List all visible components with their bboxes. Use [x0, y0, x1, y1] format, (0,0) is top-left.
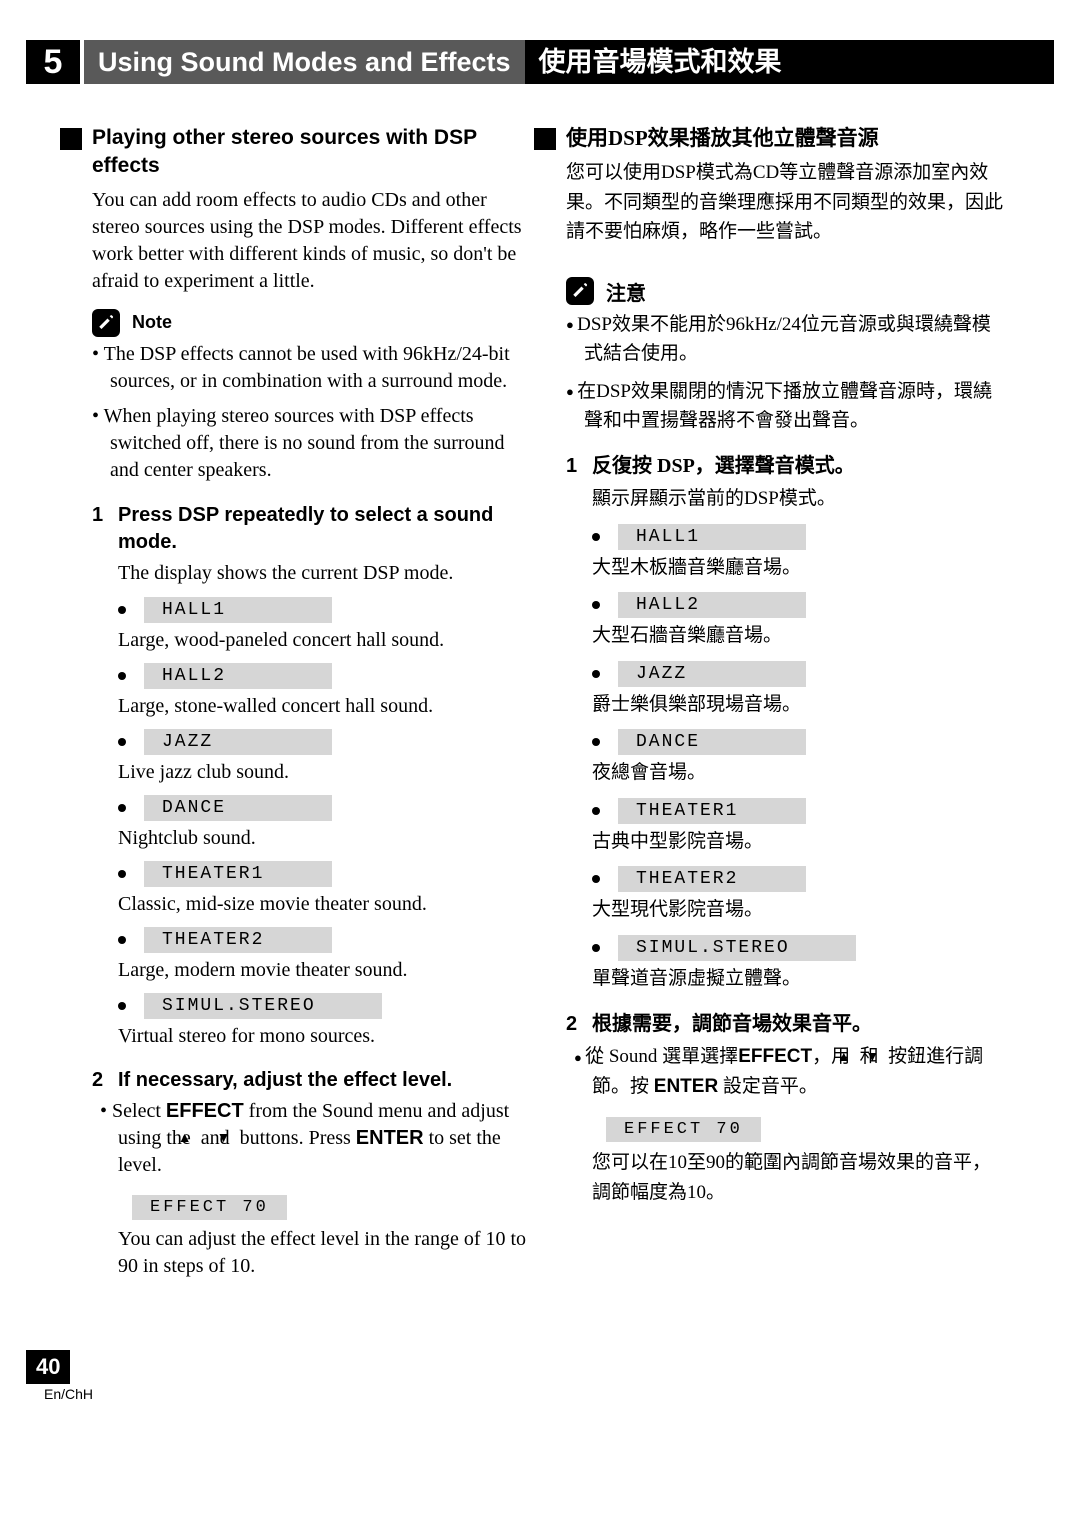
bullet-dot-icon [592, 944, 600, 952]
scene-label: JAZZ [144, 729, 332, 755]
step-title: Press DSP repeatedly to select a sound m… [118, 502, 532, 556]
scene-description: 單聲道音源虛擬立體聲。 [592, 965, 1006, 994]
step-after-text: 您可以在10至90的範圍內調節音場效果的音平，調節幅度為10。 [566, 1148, 1006, 1207]
chapter-title-en: Using Sound Modes and Effects [84, 40, 525, 84]
bullet-dot-icon [118, 738, 126, 746]
scene-label: SIMUL.STEREO [144, 993, 382, 1019]
page-language: En/ChH [44, 1386, 93, 1402]
step-heading: 1 反復按 DSP，選擇聲音模式。 [566, 453, 1006, 480]
scene-label: JAZZ [618, 661, 806, 687]
scene-label: HALL2 [144, 663, 332, 689]
scene-description: Live jazz club sound. [118, 759, 532, 785]
scene-label: HALL1 [144, 597, 332, 623]
scene-label: SIMUL.STEREO [618, 935, 856, 961]
scene-item: HALL1 [118, 597, 532, 623]
bullet-dot-icon [118, 606, 126, 614]
scene-item: HALL2 [592, 592, 1006, 618]
scene-description: Classic, mid-size movie theater sound. [118, 891, 532, 917]
bullet-dot-icon [592, 875, 600, 883]
scene-item: DANCE [118, 795, 532, 821]
note-label: Note [132, 312, 172, 333]
step-number: 2 [92, 1067, 106, 1094]
scene-label: DANCE [618, 729, 806, 755]
note-heading: 注意 [566, 277, 1006, 306]
effect-display: EFFECT 70 [606, 1117, 761, 1142]
bullet-dot-icon [592, 738, 600, 746]
step-body: The display shows the current DSP mode. [92, 560, 532, 587]
step-title: If necessary, adjust the effect level. [118, 1067, 452, 1094]
bullet-dot-icon [592, 670, 600, 678]
page-footer: 40 En/ChH [0, 1350, 1080, 1400]
scene-item: JAZZ [592, 661, 1006, 687]
scene-description: 夜總會音場。 [592, 759, 1006, 788]
step-heading: 2 根據需要，調節音場效果音平。 [566, 1011, 1006, 1038]
bullet-dot-icon [592, 601, 600, 609]
bullet-dot-icon [118, 1002, 126, 1010]
scene-description: Large, stone-walled concert hall sound. [118, 693, 532, 719]
scene-description: 大型石牆音樂廳音場。 [592, 622, 1006, 651]
scene-description: 古典中型影院音場。 [592, 828, 1006, 857]
scene-item: JAZZ [118, 729, 532, 755]
scene-label: HALL1 [618, 524, 806, 550]
section-title: Playing other stereo sources with DSP ef… [92, 124, 532, 181]
scene-description: 大型木板牆音樂廳音場。 [592, 554, 1006, 583]
step-after-text: You can adjust the effect level in the r… [92, 1226, 532, 1280]
scene-item: DANCE [592, 729, 1006, 755]
scene-label: THEATER1 [618, 798, 806, 824]
scene-label: HALL2 [618, 592, 806, 618]
chapter-number: 5 [26, 40, 84, 84]
step-heading: 1 Press DSP repeatedly to select a sound… [92, 502, 532, 556]
page-number: 40 [26, 1350, 70, 1384]
step-heading: 2 If necessary, adjust the effect level. [92, 1067, 532, 1094]
scene-item: THEATER2 [118, 927, 532, 953]
note-heading: Note [92, 309, 532, 337]
scene-item: SIMUL.STEREO [118, 993, 532, 1019]
note-label: 注意 [606, 277, 646, 306]
bullet-dot-icon [118, 804, 126, 812]
step-title: 根據需要，調節音場效果音平。 [592, 1011, 872, 1038]
scene-item: THEATER2 [592, 866, 1006, 892]
scene-description: Large, modern movie theater sound. [118, 957, 532, 983]
right-column: 使用DSP效果播放其他立體聲音源 您可以使用DSP模式為CD等立體聲音源添加室內… [566, 124, 1006, 1290]
scene-item: THEATER1 [592, 798, 1006, 824]
pencil-icon [92, 309, 120, 337]
bullet-dot-icon [592, 807, 600, 815]
note-bullet: DSP效果不能用於96kHz/24位元音源或與環繞聲模式結合使用。 [566, 310, 1006, 369]
bullet-dot-icon [118, 936, 126, 944]
scene-description: Virtual stereo for mono sources. [118, 1023, 532, 1049]
chapter-bar: 5 Using Sound Modes and Effects 使用音場模式和效… [26, 40, 1054, 84]
step-body: 顯示屏顯示當前的DSP模式。 [566, 484, 1006, 513]
note-bullet: When playing stereo sources with DSP eff… [92, 403, 532, 484]
intro-text: 您可以使用DSP模式為CD等立體聲音源添加室內效果。不同類型的音樂理應採用不同類… [566, 158, 1006, 246]
chapter-title-zh: 使用音場模式和效果 [525, 40, 796, 84]
scene-item: HALL1 [592, 524, 1006, 550]
intro-text: You can add room effects to audio CDs an… [92, 187, 532, 295]
scene-description: Large, wood-paneled concert hall sound. [118, 627, 532, 653]
step-title: 反復按 DSP，選擇聲音模式。 [592, 453, 855, 480]
step-number: 1 [92, 502, 106, 556]
scene-description: 大型現代影院音場。 [592, 896, 1006, 925]
pencil-icon [566, 277, 594, 305]
step-bullet: Select EFFECT from the Sound menu and ad… [92, 1098, 532, 1179]
bullet-dot-icon [592, 533, 600, 541]
section-title: 使用DSP效果播放其他立體聲音源 [566, 124, 1006, 152]
scene-label: THEATER2 [144, 927, 332, 953]
step-bullet: 從 Sound 選單選擇EFFECT，用 ▲ 和 ▼ 按鈕進行調節。按 ENTE… [566, 1042, 1006, 1101]
scene-description: Nightclub sound. [118, 825, 532, 851]
bullet-dot-icon [118, 870, 126, 878]
left-column: Playing other stereo sources with DSP ef… [92, 124, 532, 1290]
scene-label: THEATER1 [144, 861, 332, 887]
scene-label: DANCE [144, 795, 332, 821]
scene-item: THEATER1 [118, 861, 532, 887]
scene-description: 爵士樂俱樂部現場音場。 [592, 691, 1006, 720]
note-bullet: 在DSP效果關閉的情況下播放立體聲音源時，環繞聲和中置揚聲器將不會發出聲音。 [566, 377, 1006, 436]
scene-item: SIMUL.STEREO [592, 935, 1006, 961]
step-number: 1 [566, 453, 580, 480]
step-number: 2 [566, 1011, 580, 1038]
effect-display: EFFECT 70 [132, 1195, 287, 1220]
note-bullet: The DSP effects cannot be used with 96kH… [92, 341, 532, 395]
scene-item: HALL2 [118, 663, 532, 689]
scene-label: THEATER2 [618, 866, 806, 892]
bullet-dot-icon [118, 672, 126, 680]
